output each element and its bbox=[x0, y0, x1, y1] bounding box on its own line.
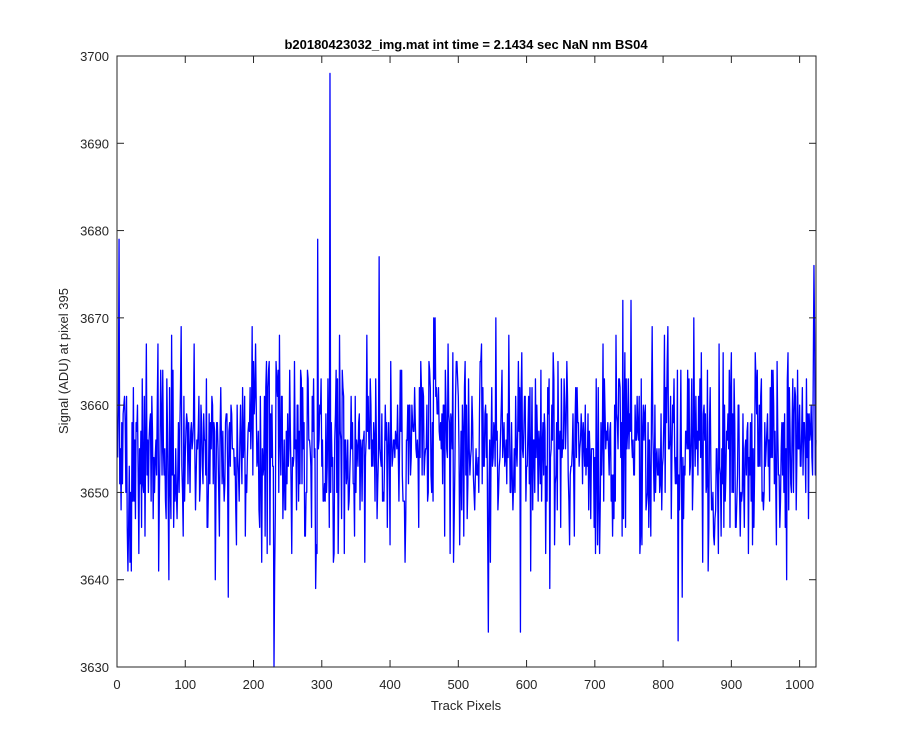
x-tick-label: 100 bbox=[174, 677, 196, 692]
chart-title: b20180423032_img.mat int time = 2.1434 s… bbox=[284, 37, 648, 52]
y-tick-label: 3670 bbox=[80, 311, 109, 326]
x-tick-label: 1000 bbox=[785, 677, 814, 692]
y-axis-label: Signal (ADU) at pixel 395 bbox=[56, 288, 71, 434]
x-tick-label: 800 bbox=[652, 677, 674, 692]
y-tick-label: 3660 bbox=[80, 398, 109, 413]
axis-ticks: 0 100 200 300 400 500 600 700 800 900 1000 3630 3640… bbox=[80, 49, 816, 692]
x-tick-label: 0 bbox=[113, 677, 120, 692]
x-axis-label: Track Pixels bbox=[431, 698, 502, 713]
plot-area bbox=[117, 72, 817, 668]
x-tick-label: 200 bbox=[243, 677, 265, 692]
axes-box bbox=[116, 55, 817, 668]
x-tick-label: 300 bbox=[311, 677, 333, 692]
x-tick-label: 500 bbox=[447, 677, 469, 692]
x-tick-label: 900 bbox=[721, 677, 743, 692]
y-tick-label: 3700 bbox=[80, 49, 109, 64]
y-tick-label: 3650 bbox=[80, 485, 109, 500]
x-tick-label: 700 bbox=[584, 677, 606, 692]
signal-series-line bbox=[117, 72, 817, 668]
y-tick-label: 3690 bbox=[80, 136, 109, 151]
y-tick-label: 3640 bbox=[80, 573, 109, 588]
y-tick-label: 3680 bbox=[80, 224, 109, 239]
y-tick-label: 3630 bbox=[80, 660, 109, 675]
x-tick-label: 600 bbox=[516, 677, 538, 692]
axes-background bbox=[117, 56, 816, 667]
x-tick-label: 400 bbox=[379, 677, 401, 692]
